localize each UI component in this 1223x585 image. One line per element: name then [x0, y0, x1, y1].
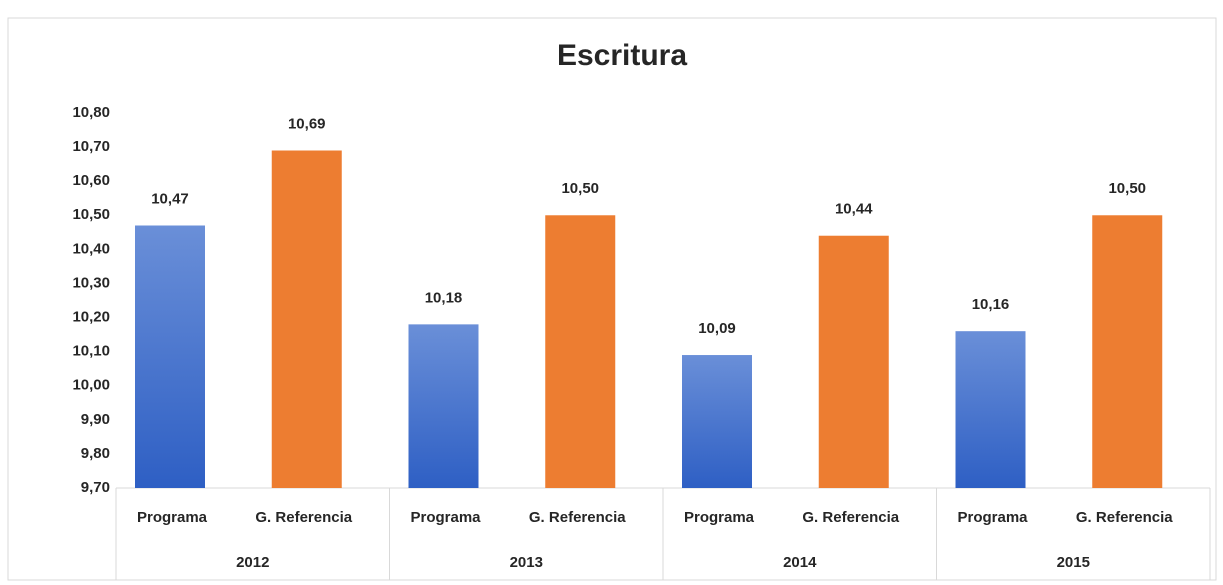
y-tick-label: 9,80: [81, 445, 110, 462]
value-label: 10,18: [425, 289, 463, 306]
y-tick-label: 10,60: [72, 172, 110, 189]
bar: [818, 235, 889, 488]
bar: [545, 215, 616, 489]
value-label: 10,44: [835, 201, 873, 218]
x-tick-label: G. Referencia: [529, 509, 626, 526]
x-tick-label: G. Referencia: [255, 509, 352, 526]
bar: [271, 150, 342, 488]
y-tick-label: 10,00: [72, 377, 110, 394]
y-tick-label: 10,20: [72, 309, 110, 326]
value-label: 10,16: [972, 296, 1010, 313]
value-label: 10,69: [288, 115, 326, 132]
value-label: 10,50: [1108, 180, 1146, 197]
chart-title: Escritura: [557, 39, 687, 72]
y-tick-label: 10,10: [72, 343, 110, 360]
y-tick-label: 10,70: [72, 138, 110, 155]
bar: [682, 355, 752, 488]
group-label: 2015: [1057, 554, 1090, 571]
bar: [955, 331, 1026, 488]
y-tick-label: 9,70: [81, 479, 110, 496]
x-tick-label: Programa: [410, 509, 481, 526]
y-tick-label: 10,40: [72, 240, 110, 257]
y-tick-label: 10,80: [72, 104, 110, 121]
x-tick-label: G. Referencia: [1076, 509, 1173, 526]
group-label: 2014: [783, 554, 817, 571]
y-tick-label: 9,90: [81, 411, 110, 428]
value-label: 10,50: [561, 180, 599, 197]
group-label: 2013: [510, 554, 543, 571]
x-tick-label: G. Referencia: [802, 509, 899, 526]
bar: [408, 324, 479, 488]
bar: [1092, 215, 1163, 489]
y-tick-label: 10,50: [72, 206, 110, 223]
x-tick-label: Programa: [957, 509, 1028, 526]
x-tick-label: Programa: [137, 509, 208, 526]
bar: [135, 225, 205, 488]
x-tick-label: Programa: [684, 509, 755, 526]
group-label: 2012: [236, 554, 269, 571]
value-label: 10,09: [698, 320, 736, 337]
y-tick-label: 10,30: [72, 274, 110, 291]
value-label: 10,47: [151, 190, 189, 207]
